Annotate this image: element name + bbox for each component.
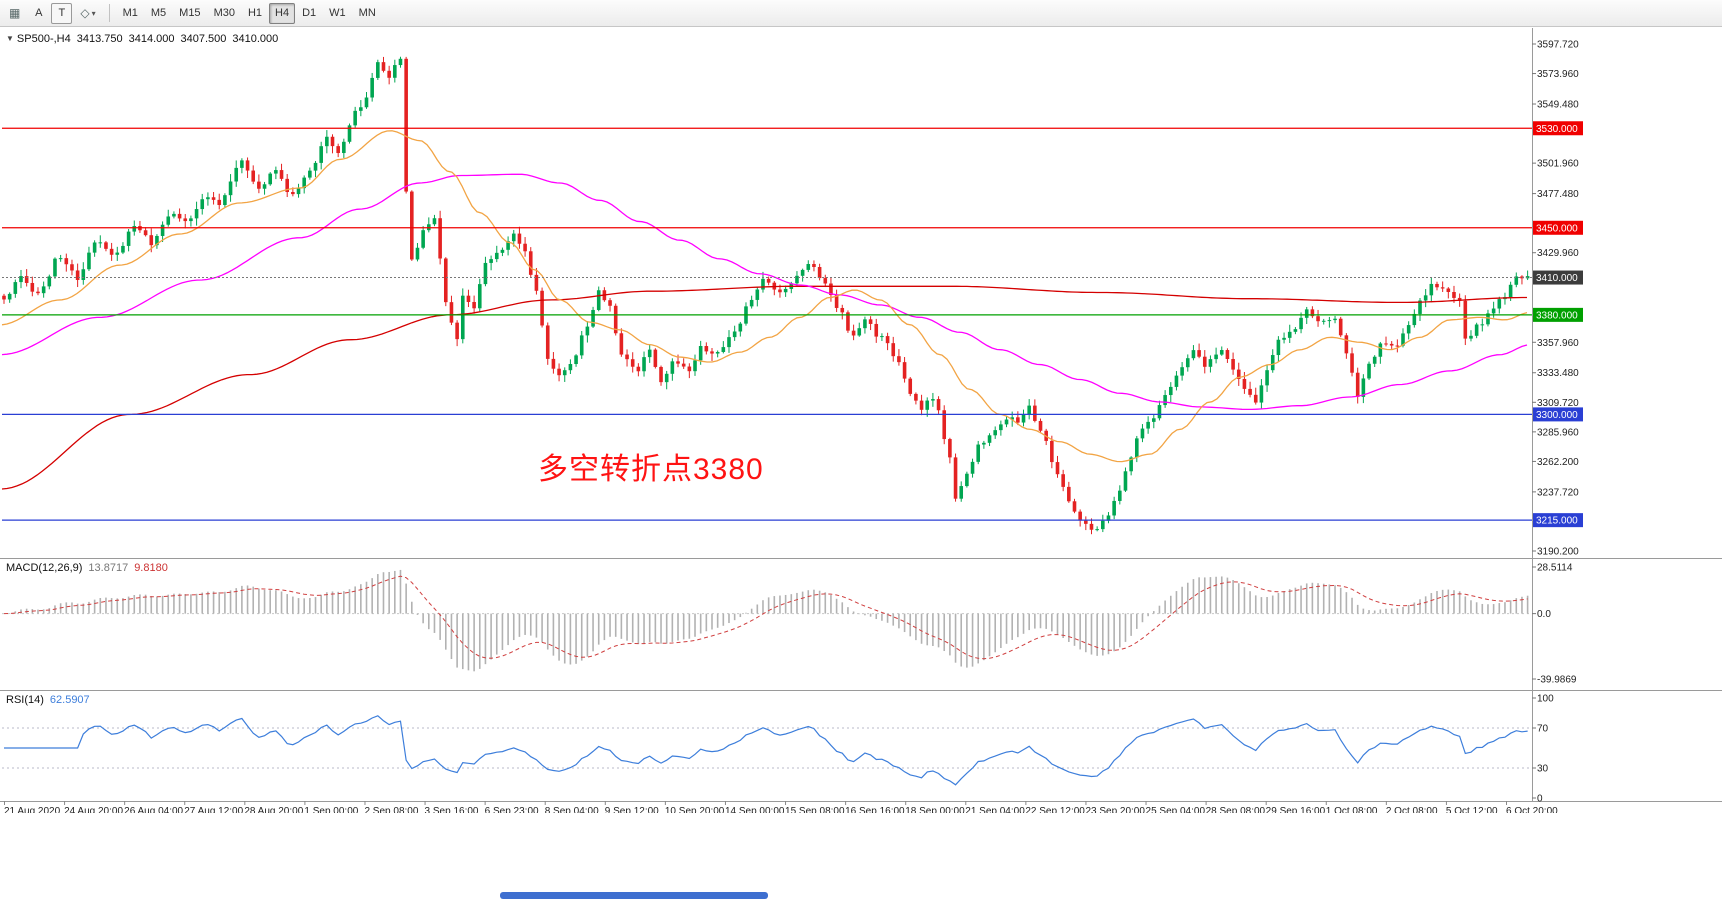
svg-text:15 Sep 08:00: 15 Sep 08:00 [785,806,845,813]
shapes-tool-button[interactable]: ◇ ▾ [74,3,101,24]
bottom-bar [0,890,1722,900]
price-badge [1533,513,1583,528]
macd-axis-label: 0.0 [1537,609,1551,620]
timeframe-button-m1[interactable]: M1 [122,7,138,19]
timeframe-button-m15[interactable]: M15 [179,7,201,19]
svg-text:3237.720: 3237.720 [1537,487,1579,498]
svg-text:18 Sep 00:00: 18 Sep 00:00 [905,806,965,813]
svg-text:1 Oct 08:00: 1 Oct 08:00 [1326,806,1378,813]
rsi-axis-label: 70 [1537,724,1549,735]
toolbar: ▦ A T ◇ ▾ M1 M5 M15 M30 H1 H4 D1 W1 MN [0,0,1722,27]
svg-text:21 Sep 04:00: 21 Sep 04:00 [965,806,1025,813]
timeframe-button-m30[interactable]: M30 [213,7,235,19]
rsi-line [4,715,1528,786]
price-badge-label: 3215.000 [1536,516,1578,527]
price-badge [1533,407,1583,422]
chart-text-annotation[interactable]: 多空转折点3380 [538,453,764,486]
grid-icon: ▦ [9,6,21,20]
svg-text:23 Sep 20:00: 23 Sep 20:00 [1085,806,1145,813]
svg-text:3285.960: 3285.960 [1537,427,1579,438]
timeframe-button-group: M1 M5 M15 M30 H1 H4 D1 W1 MN [117,2,382,24]
svg-text:6 Oct 20:00: 6 Oct 20:00 [1506,806,1558,813]
price-badge-label: 3300.000 [1536,410,1578,421]
ma-mid-line [1,173,1528,411]
price-axis[interactable]: 3597.720 3573.960 3549.480 3501.960 3477.480… [1532,40,1579,558]
price-badge [1533,270,1583,285]
svg-text:3309.720: 3309.720 [1537,398,1579,409]
timeframe-button-h4[interactable]: H4 [269,2,296,24]
chevron-down-icon: ▾ [91,8,96,18]
svg-text:22 Sep 12:00: 22 Sep 12:00 [1025,806,1085,813]
shapes-icon: ◇ [80,6,90,20]
macd-axis-label: -39.9869 [1537,675,1577,686]
svg-text:3501.960: 3501.960 [1537,159,1579,170]
svg-text:6 Sep 23:00: 6 Sep 23:00 [485,806,539,813]
svg-text:10 Sep 20:00: 10 Sep 20:00 [665,806,725,813]
svg-text:3333.480: 3333.480 [1537,368,1579,379]
pointer-tool-button[interactable]: A [35,7,43,19]
svg-text:29 Sep 16:00: 29 Sep 16:00 [1266,806,1326,813]
svg-text:9 Sep 12:00: 9 Sep 12:00 [605,806,659,813]
candles-layer [2,56,1530,535]
svg-text:2 Sep 08:00: 2 Sep 08:00 [364,806,418,813]
macd-axis-label: 28.5114 [1537,563,1573,574]
svg-text:3357.960: 3357.960 [1537,338,1579,349]
svg-text:3477.480: 3477.480 [1537,189,1579,200]
svg-text:3573.960: 3573.960 [1537,69,1579,80]
timeframe-button-m5[interactable]: M5 [150,7,167,19]
svg-text:3262.200: 3262.200 [1537,457,1579,468]
rsi-axis-label: 0 [1537,794,1543,805]
svg-text:28 Sep 08:00: 28 Sep 08:00 [1206,806,1266,813]
svg-text:8 Sep 04:00: 8 Sep 04:00 [545,806,599,813]
svg-text:24 Aug 20:00: 24 Aug 20:00 [64,806,123,813]
svg-text:5 Oct 12:00: 5 Oct 12:00 [1446,806,1498,813]
svg-text:16 Sep 16:00: 16 Sep 16:00 [845,806,905,813]
text-tool-button[interactable]: T [51,2,73,24]
svg-text:3549.480: 3549.480 [1537,100,1579,111]
rsi-axis-label: 30 [1537,764,1549,775]
scrollbar-thumb[interactable] [500,892,768,899]
svg-text:28 Aug 20:00: 28 Aug 20:00 [244,806,303,813]
svg-text:2 Oct 08:00: 2 Oct 08:00 [1386,806,1438,813]
svg-text:14 Sep 00:00: 14 Sep 00:00 [725,806,785,813]
svg-text:3597.720: 3597.720 [1537,40,1579,51]
price-badge [1533,307,1583,322]
macd-histogram [8,569,1529,672]
toolbar-separator [108,4,110,22]
price-badge-label: 3450.000 [1536,223,1578,234]
svg-text:26 Aug 04:00: 26 Aug 04:00 [124,806,183,813]
svg-text:3 Sep 16:00: 3 Sep 16:00 [425,806,479,813]
chart-grid-icon[interactable]: ▦ [3,3,26,24]
svg-text:3190.200: 3190.200 [1537,547,1579,558]
ma-slow-line [1,285,1527,490]
svg-text:25 Sep 04:00: 25 Sep 04:00 [1146,806,1206,813]
svg-text:3429.960: 3429.960 [1537,248,1579,259]
timeframe-button-h1[interactable]: H1 [247,7,263,19]
timeframe-button-d1[interactable]: D1 [302,7,317,19]
svg-text:21 Aug 2020: 21 Aug 2020 [4,806,61,813]
price-badge-label: 3410.000 [1536,273,1578,284]
price-badge-label: 3380.000 [1536,310,1578,321]
macd-signal-line [3,575,1528,660]
timeframe-button-mn[interactable]: MN [358,7,376,19]
price-badge-label: 3530.000 [1536,124,1578,135]
rsi-axis-label: 100 [1537,694,1554,705]
price-badge [1533,220,1583,235]
svg-text:1 Sep 00:00: 1 Sep 00:00 [304,806,358,813]
svg-text:27 Aug 12:00: 27 Aug 12:00 [184,806,243,813]
time-axis[interactable]: 21 Aug 2020 24 Aug 20:00 26 Aug 04:00 27 Au… [4,801,1558,813]
price-badge [1533,121,1583,136]
ma-fast-line [1,130,1528,463]
timeframe-button-w1[interactable]: W1 [329,7,346,19]
chart-canvas[interactable]: 3530.000 3450.000 3410.000 3380.000 3300.000… [0,28,1722,813]
